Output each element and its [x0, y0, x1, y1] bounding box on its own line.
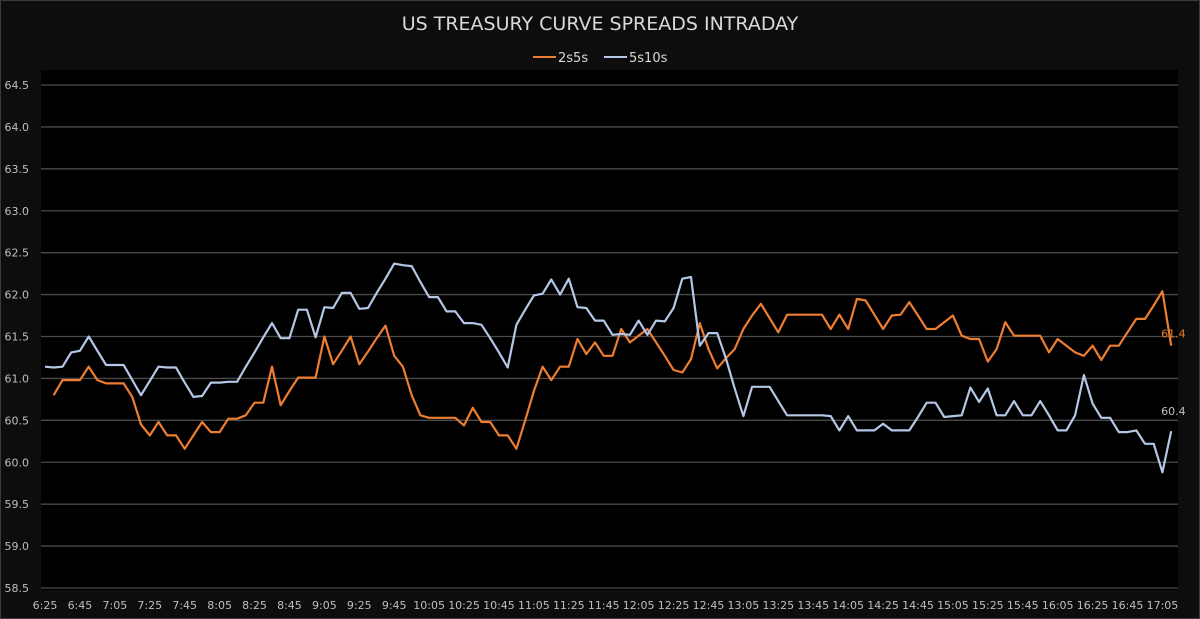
- x-tick-label: 9:05: [312, 599, 337, 612]
- x-tick-label: 7:45: [172, 599, 197, 612]
- x-tick-label: 12:25: [658, 599, 690, 612]
- y-axis: 58.5 59.0 59.5 60.0 60.5 61.0 61.5 62.0 62.5 63.0…: [5, 79, 30, 595]
- x-tick-label: 17:05: [1147, 599, 1179, 612]
- x-tick-label: 7:25: [137, 599, 162, 612]
- y-tick-label: 60.5: [5, 414, 30, 427]
- x-tick-label: 14:45: [902, 599, 934, 612]
- x-tick-label: 11:45: [588, 599, 620, 612]
- x-tick-label: 15:25: [972, 599, 1004, 612]
- y-tick-label: 64.0: [5, 121, 30, 134]
- y-tick-label: 61.5: [5, 331, 30, 344]
- x-tick-label: 9:45: [382, 599, 407, 612]
- series-lines: 61.4 60.4: [44, 262, 1186, 474]
- y-tick-label: 61.0: [5, 372, 30, 385]
- legend: 2s5s 5s10s: [533, 51, 668, 66]
- y-tick-label: 62.5: [5, 247, 30, 260]
- x-tick-label: 16:05: [1042, 599, 1074, 612]
- x-tick-label: 11:05: [518, 599, 550, 612]
- x-tick-label: 13:45: [797, 599, 829, 612]
- x-axis: 6:25 6:45 7:05 7:25 7:45 8:05 8:25 8:45 9:05 9:25…: [33, 599, 1179, 612]
- x-tick-label: 16:25: [1077, 599, 1109, 612]
- legend-label-2s5s: 2s5s: [558, 51, 588, 66]
- x-tick-label: 7:05: [102, 599, 127, 612]
- y-tick-label: 60.0: [5, 456, 30, 469]
- end-value-label-5s10s: 60.4: [1161, 405, 1186, 418]
- x-tick-label: 11:25: [553, 599, 585, 612]
- legend-label-5s10s: 5s10s: [629, 51, 668, 66]
- x-tick-label: 8:45: [277, 599, 302, 612]
- x-tick-label: 13:25: [762, 599, 794, 612]
- chart-title: US TREASURY CURVE SPREADS INTRADAY: [402, 13, 799, 35]
- x-tick-label: 13:05: [728, 599, 760, 612]
- x-tick-label: 10:05: [413, 599, 445, 612]
- x-tick-label: 8:05: [207, 599, 232, 612]
- y-tick-label: 58.5: [5, 582, 30, 595]
- x-tick-label: 16:45: [1112, 599, 1144, 612]
- series-line-2s5s: [52, 290, 1173, 450]
- y-tick-label: 63.0: [5, 205, 30, 218]
- x-tick-label: 12:05: [623, 599, 655, 612]
- x-tick-label: 14:25: [867, 599, 899, 612]
- y-tick-label: 59.0: [5, 540, 30, 553]
- y-tick-label: 64.5: [5, 79, 30, 92]
- x-tick-label: 6:45: [68, 599, 93, 612]
- x-tick-label: 15:45: [1007, 599, 1039, 612]
- x-tick-label: 10:45: [483, 599, 515, 612]
- gridlines: [41, 84, 1178, 589]
- x-tick-label: 9:25: [347, 599, 372, 612]
- x-tick-label: 8:25: [242, 599, 267, 612]
- x-tick-label: 14:05: [832, 599, 864, 612]
- end-value-label-2s5s: 61.4: [1161, 328, 1186, 341]
- y-tick-label: 59.5: [5, 498, 30, 511]
- x-tick-label: 15:05: [937, 599, 969, 612]
- x-tick-label: 12:45: [693, 599, 725, 612]
- series-line-5s10s: [44, 262, 1173, 474]
- x-tick-label: 10:25: [448, 599, 480, 612]
- y-tick-label: 62.0: [5, 289, 30, 302]
- y-tick-label: 63.5: [5, 163, 30, 176]
- x-tick-label: 6:25: [33, 599, 58, 612]
